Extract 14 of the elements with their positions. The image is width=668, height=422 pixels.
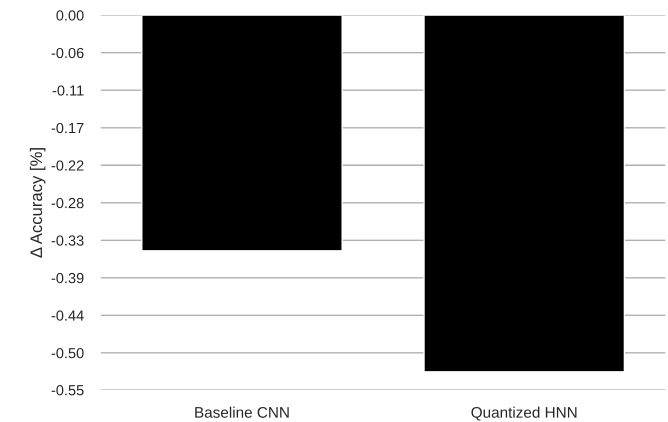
x-tick-label: Baseline CNN <box>195 406 289 418</box>
y-tick-label: -0.11 <box>52 85 84 96</box>
y-tick-label: 0.00 <box>56 10 84 21</box>
y-axis-title: Δ Accuracy [%] <box>30 148 46 258</box>
y-tick-label: -0.06 <box>52 48 84 58</box>
x-tick-label: Quantized HNN <box>471 406 576 421</box>
y-tick-label: -0.50 <box>52 348 84 358</box>
y-tick-label: -0.39 <box>52 272 84 284</box>
y-tick-label: -0.22 <box>52 160 84 171</box>
y-tick-label: -0.55 <box>52 385 84 396</box>
y-tick-label: -0.33 <box>52 235 84 246</box>
y-tick-label: -0.17 <box>52 122 84 134</box>
y-tick-label: -0.44 <box>52 310 84 321</box>
y-tick-label: -0.28 <box>52 198 84 208</box>
